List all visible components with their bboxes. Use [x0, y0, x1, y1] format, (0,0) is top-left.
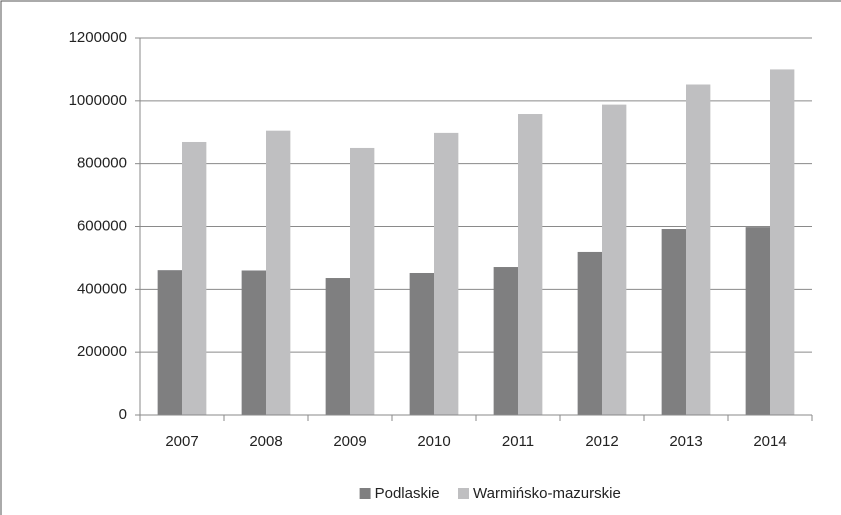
bar — [157, 270, 182, 415]
bar — [518, 114, 543, 416]
legend-swatch — [458, 488, 469, 499]
legend-label: Podlaskie — [375, 485, 440, 502]
y-tick-label: 400000 — [77, 280, 127, 297]
y-tick-label: 1200000 — [69, 29, 127, 46]
x-tick-label: 2008 — [249, 433, 282, 450]
x-tick-label: 2010 — [417, 433, 450, 450]
bar — [325, 278, 350, 415]
x-tick-label: 2011 — [502, 433, 534, 450]
x-tick-label: 2012 — [585, 433, 618, 450]
x-tick-label: 2009 — [333, 433, 366, 450]
bar — [493, 267, 518, 415]
bar — [661, 229, 686, 415]
x-tick-label: 2007 — [165, 433, 198, 450]
x-tick-label: 2013 — [669, 433, 702, 450]
bar — [770, 69, 795, 416]
bar — [434, 132, 459, 415]
bar — [745, 227, 770, 415]
bar — [686, 84, 711, 415]
bar — [350, 147, 375, 416]
bar — [602, 104, 627, 415]
bar — [266, 130, 291, 415]
bar — [409, 272, 434, 415]
x-tick-label: 2014 — [753, 433, 786, 450]
y-tick-label: 1000000 — [69, 92, 127, 109]
y-tick-label: 0 — [119, 406, 127, 423]
bar — [241, 270, 266, 415]
bar — [577, 251, 602, 415]
bar — [182, 141, 207, 415]
y-tick-label: 600000 — [77, 217, 127, 234]
y-tick-label: 200000 — [77, 343, 127, 360]
y-tick-label: 800000 — [77, 155, 127, 172]
legend-swatch — [359, 488, 371, 499]
legend-label: Warmińsko-mazurskie — [473, 485, 621, 502]
